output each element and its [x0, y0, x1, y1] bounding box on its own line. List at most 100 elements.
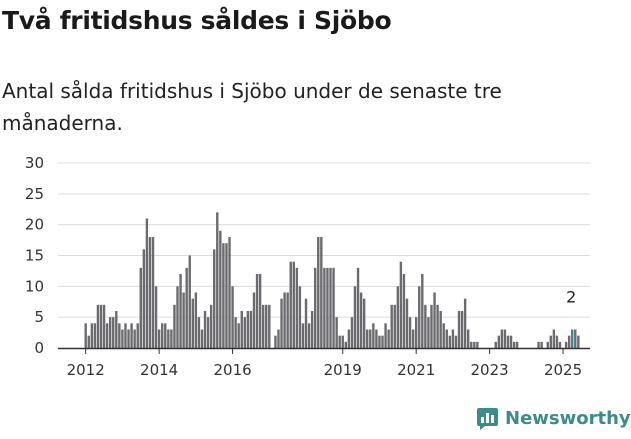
bar	[237, 323, 240, 348]
bar	[375, 329, 378, 348]
x-tick-label: 2019	[324, 361, 362, 379]
bar	[448, 335, 452, 348]
bar-highlighted	[571, 329, 574, 348]
bar	[396, 286, 400, 348]
bar	[173, 304, 176, 348]
bar	[326, 267, 329, 348]
x-tick-label: 2023	[471, 361, 509, 379]
bar	[130, 323, 133, 348]
bar	[424, 304, 427, 348]
bar	[344, 341, 347, 348]
bar	[473, 341, 476, 348]
bar	[194, 292, 198, 348]
bar	[209, 304, 213, 348]
bar	[366, 329, 369, 348]
bar	[540, 341, 543, 348]
bar	[246, 311, 250, 348]
bar	[87, 335, 90, 348]
bar	[467, 329, 470, 348]
y-tick-label: 0	[34, 339, 44, 357]
bar	[298, 286, 302, 348]
bar	[463, 298, 467, 348]
bar	[500, 329, 504, 348]
bar	[258, 274, 262, 348]
bar	[347, 329, 351, 348]
bar	[515, 341, 519, 348]
bar	[292, 261, 295, 348]
bar	[384, 323, 387, 348]
bar	[213, 249, 216, 348]
bar	[460, 311, 464, 348]
bar	[390, 304, 393, 348]
y-tick-label: 30	[25, 154, 44, 172]
bar	[430, 304, 433, 348]
bar	[268, 304, 271, 348]
bar	[546, 341, 549, 348]
x-tick-label: 2016	[213, 361, 251, 379]
bar	[90, 323, 94, 348]
bar	[433, 292, 436, 348]
chart-title: Två fritidshus såldes i Sjöbo	[2, 6, 392, 35]
bar	[151, 237, 155, 348]
bar-chart-logo-icon	[477, 408, 498, 430]
bar	[283, 292, 286, 348]
bar	[372, 323, 375, 348]
bar	[301, 323, 305, 348]
bar	[369, 329, 372, 348]
x-tick-label: 2012	[67, 361, 105, 379]
bar	[439, 311, 442, 348]
bar	[329, 267, 332, 348]
bar	[338, 335, 341, 348]
bar	[265, 304, 268, 348]
bar	[317, 237, 320, 348]
bar	[335, 317, 338, 348]
x-tick-label: 2014	[140, 361, 178, 379]
bar	[164, 323, 167, 348]
y-tick-label: 10	[25, 277, 44, 295]
bar	[161, 323, 164, 348]
bar	[203, 311, 207, 348]
bar	[405, 298, 409, 348]
bar	[414, 317, 418, 348]
bar	[286, 292, 289, 348]
bar	[574, 329, 577, 348]
bar	[350, 317, 354, 348]
bar	[197, 317, 201, 348]
bar	[274, 335, 277, 348]
bar	[231, 286, 234, 348]
bar	[93, 323, 97, 348]
bar	[497, 335, 500, 348]
bar	[427, 317, 430, 348]
bar	[304, 298, 308, 348]
bar	[133, 329, 136, 348]
bar	[421, 274, 424, 348]
bar	[320, 237, 323, 348]
bar	[145, 218, 149, 348]
bar	[105, 323, 109, 348]
bar	[234, 317, 237, 348]
bar	[506, 335, 510, 348]
bar	[112, 317, 115, 348]
bar	[228, 237, 231, 348]
bar	[84, 323, 87, 348]
bar	[148, 237, 152, 348]
bar	[240, 311, 243, 348]
bar	[124, 323, 127, 348]
bar	[243, 317, 247, 348]
bar	[127, 329, 130, 348]
bar	[295, 267, 299, 348]
bar	[577, 335, 580, 348]
bar	[314, 267, 317, 348]
bar	[139, 267, 142, 348]
x-tick-label: 2021	[397, 361, 435, 379]
bar	[353, 286, 357, 348]
bar	[356, 267, 360, 348]
highlight-value-label: 2	[566, 288, 576, 307]
bar	[378, 335, 381, 348]
bar	[191, 298, 194, 348]
bar	[154, 286, 158, 348]
bar	[387, 329, 390, 348]
y-tick-label: 15	[25, 247, 44, 265]
